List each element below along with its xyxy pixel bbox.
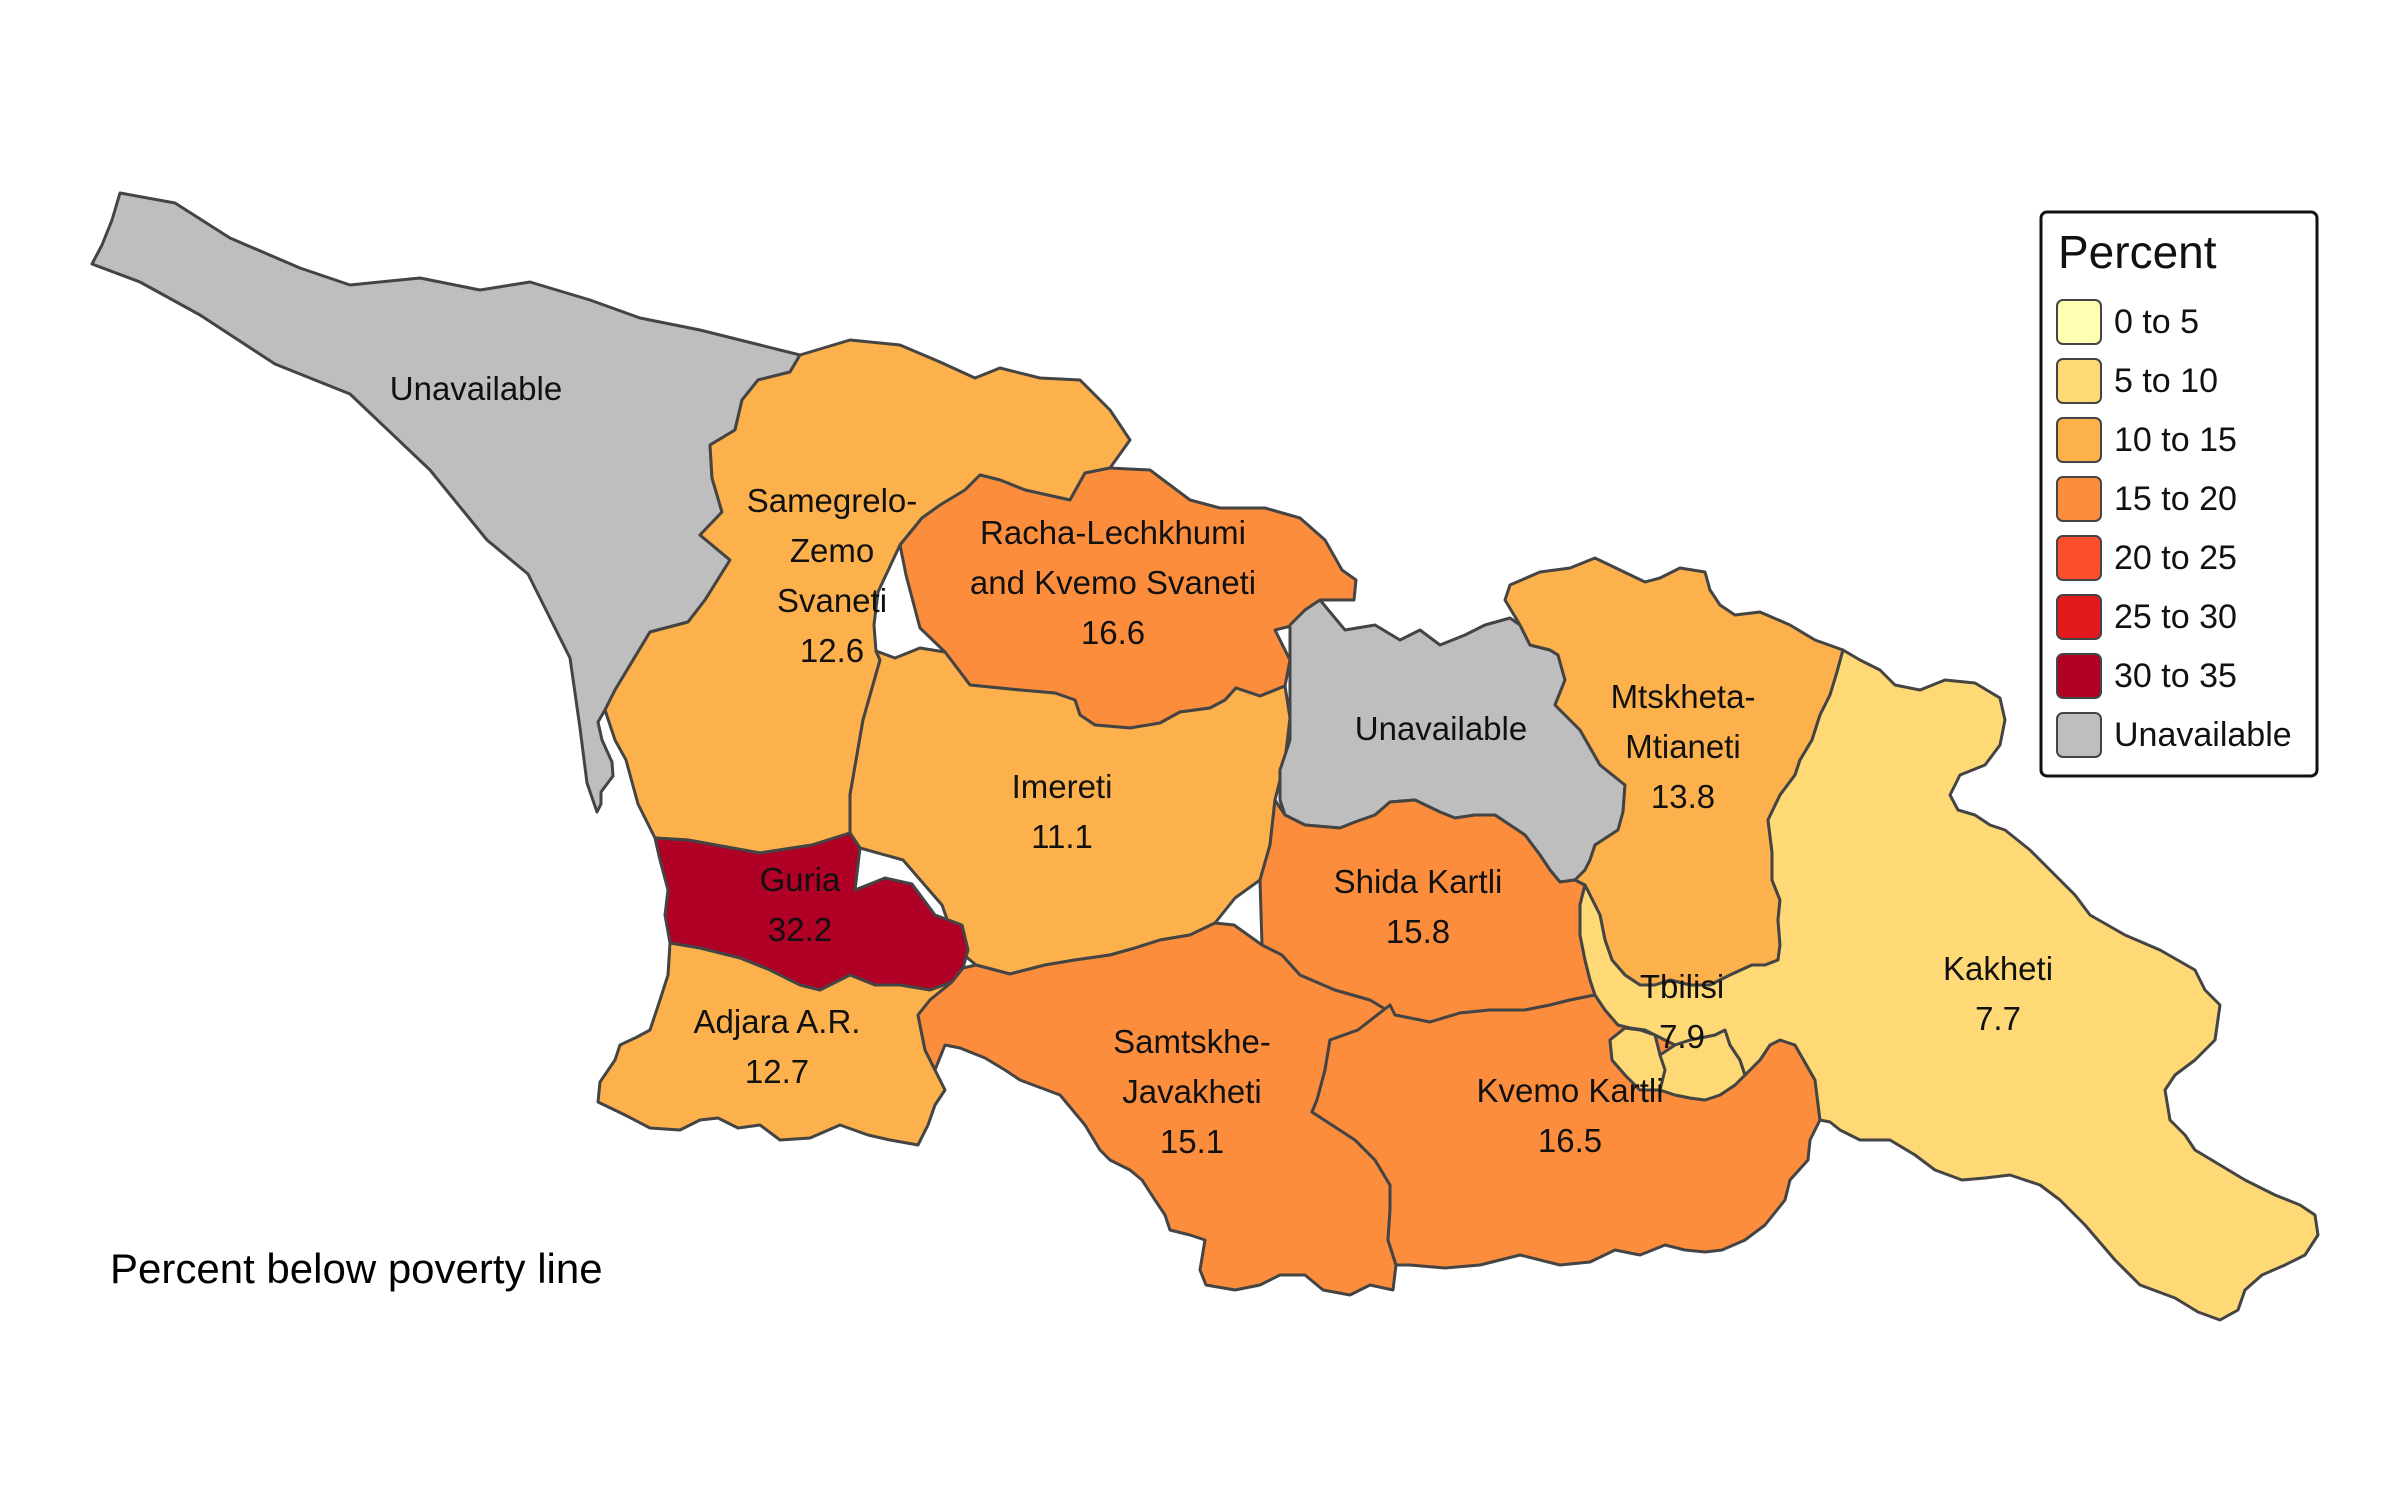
region-label-line: 12.7 bbox=[745, 1053, 809, 1090]
region-label-line: Kakheti bbox=[1943, 950, 2053, 987]
legend-label: 20 to 25 bbox=[2114, 539, 2237, 577]
legend-label: 5 to 10 bbox=[2114, 362, 2218, 400]
label-racha: Racha-Lechkhumi and Kvemo Svaneti 16.6 bbox=[970, 514, 1256, 651]
region-label-line: 7.9 bbox=[1659, 1018, 1705, 1055]
region-label-line: Zemo bbox=[790, 532, 874, 569]
region-label-line: 15.1 bbox=[1160, 1123, 1224, 1160]
map-caption: Percent below poverty line bbox=[110, 1245, 603, 1292]
label-shida-kartli: Shida Kartli 15.8 bbox=[1334, 863, 1503, 950]
label-tbilisi: Tbilisi 7.9 bbox=[1640, 968, 1724, 1055]
label-samegrelo: Samegrelo- Zemo Svaneti 12.6 bbox=[747, 482, 918, 669]
region-label-line: 15.8 bbox=[1386, 913, 1450, 950]
region-label-line: Racha-Lechkhumi bbox=[980, 514, 1246, 551]
region-label-line: and Kvemo Svaneti bbox=[970, 564, 1256, 601]
region-label-line: 13.8 bbox=[1651, 778, 1715, 815]
region-label-line: Samtskhe- bbox=[1113, 1023, 1271, 1060]
label-imereti: Imereti 11.1 bbox=[1012, 768, 1113, 855]
region-label-line: Adjara A.R. bbox=[694, 1003, 861, 1040]
legend-swatch bbox=[2056, 712, 2102, 758]
region-label-line: 11.1 bbox=[1031, 818, 1093, 855]
legend-items: 0 to 5 5 to 10 10 to 15 15 to 20 20 to 25 25 … bbox=[2056, 299, 2292, 758]
legend-swatch bbox=[2056, 476, 2102, 522]
legend-label: 30 to 35 bbox=[2114, 657, 2237, 695]
region-adjara[interactable] bbox=[596, 941, 954, 1147]
region-label-line: 12.6 bbox=[800, 632, 864, 669]
label-abkhazia: Unavailable bbox=[390, 370, 562, 407]
legend-swatch bbox=[2056, 417, 2102, 463]
label-samtskhe: Samtskhe- Javakheti 15.1 bbox=[1113, 1023, 1271, 1160]
legend-frame bbox=[2039, 210, 2319, 778]
region-label-line: Mtianeti bbox=[1625, 728, 1741, 765]
label-kakheti: Kakheti 7.7 bbox=[1943, 950, 2053, 1037]
legend-swatch bbox=[2056, 594, 2102, 640]
region-label-line: Shida Kartli bbox=[1334, 863, 1503, 900]
region-label-line: Mtskheta- bbox=[1611, 678, 1756, 715]
legend-swatch bbox=[2056, 358, 2102, 404]
legend-label: Unavailable bbox=[2114, 716, 2292, 754]
region-label-line: Imereti bbox=[1012, 768, 1113, 805]
region-label-line: Unavailable bbox=[1355, 710, 1527, 747]
legend: Percent 0 to 5 5 to 10 10 to 15 15 to 20 20 … bbox=[2039, 210, 2319, 778]
legend-label: 25 to 30 bbox=[2114, 598, 2237, 636]
region-labels: Unavailable Samegrelo- Zemo Svaneti 12.6 Ra… bbox=[390, 370, 2053, 1160]
region-label-line: Javakheti bbox=[1122, 1073, 1261, 1110]
legend-label: 0 to 5 bbox=[2114, 303, 2199, 341]
region-label-line: 16.6 bbox=[1081, 614, 1145, 651]
region-label-line: Kvemo Kartli bbox=[1476, 1072, 1663, 1109]
label-kvemo-kartli: Kvemo Kartli 16.5 bbox=[1476, 1072, 1663, 1159]
legend-swatch bbox=[2056, 535, 2102, 581]
regions-layer bbox=[90, 191, 2320, 1322]
region-label-line: 7.7 bbox=[1975, 1000, 2021, 1037]
region-label-line: Svaneti bbox=[777, 582, 887, 619]
label-guria: Guria 32.2 bbox=[760, 861, 841, 948]
label-adjara: Adjara A.R. 12.7 bbox=[694, 1003, 861, 1090]
legend-title: Percent bbox=[2058, 226, 2217, 278]
region-label-line: Tbilisi bbox=[1640, 968, 1724, 1005]
legend-swatch bbox=[2056, 299, 2102, 345]
label-mtskheta: Mtskheta- Mtianeti 13.8 bbox=[1611, 678, 1756, 815]
region-label-line: 16.5 bbox=[1538, 1122, 1602, 1159]
region-label-line: Guria bbox=[760, 861, 841, 898]
region-label-line: 32.2 bbox=[768, 911, 832, 948]
region-label-line: Unavailable bbox=[390, 370, 562, 407]
legend-label: 15 to 20 bbox=[2114, 480, 2237, 518]
region-kakheti[interactable] bbox=[1578, 648, 2320, 1322]
legend-label: 10 to 15 bbox=[2114, 421, 2237, 459]
region-label-line: Samegrelo- bbox=[747, 482, 918, 519]
label-south-ossetia: Unavailable bbox=[1355, 710, 1527, 747]
legend-swatch bbox=[2056, 653, 2102, 699]
